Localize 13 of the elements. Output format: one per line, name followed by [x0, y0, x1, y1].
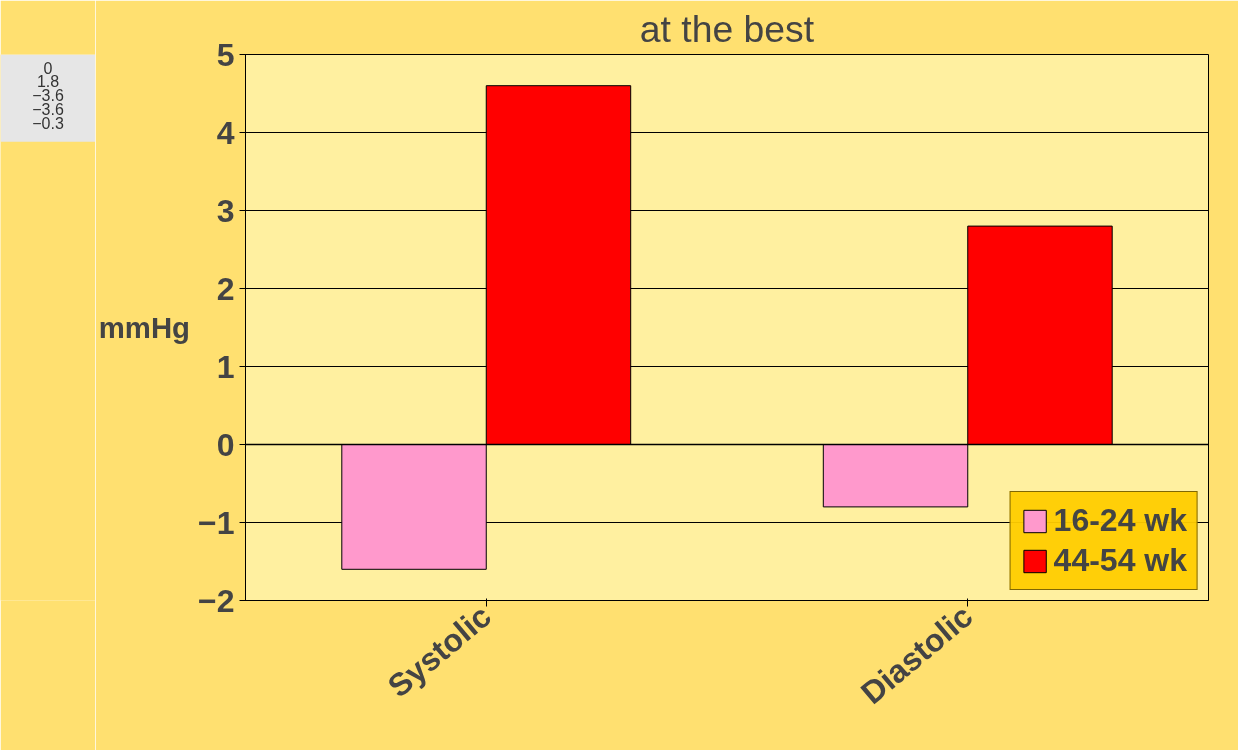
y-tick-label: 2 [216, 270, 235, 307]
text: −0.3 [32, 114, 64, 132]
y-tick-label: 5 [216, 36, 235, 73]
legend-label: 16-24 wk [1053, 502, 1187, 539]
chart-title: at the best [639, 7, 815, 50]
y-tick-label: 4 [216, 114, 235, 151]
y-tick-label: −1 [198, 504, 235, 541]
y-tick-label: 0 [216, 426, 235, 463]
y-tick-label: 3 [216, 192, 235, 229]
y-tick-label: 1 [216, 348, 235, 385]
legend-label: 44-54 wk [1053, 542, 1187, 579]
y-tick-label: −2 [198, 582, 235, 619]
y-axis-title: mmHg [98, 311, 191, 344]
